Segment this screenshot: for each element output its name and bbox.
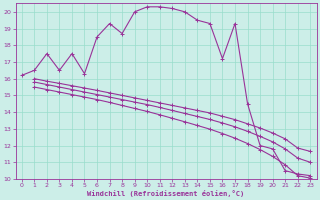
X-axis label: Windchill (Refroidissement éolien,°C): Windchill (Refroidissement éolien,°C) [87,190,245,197]
